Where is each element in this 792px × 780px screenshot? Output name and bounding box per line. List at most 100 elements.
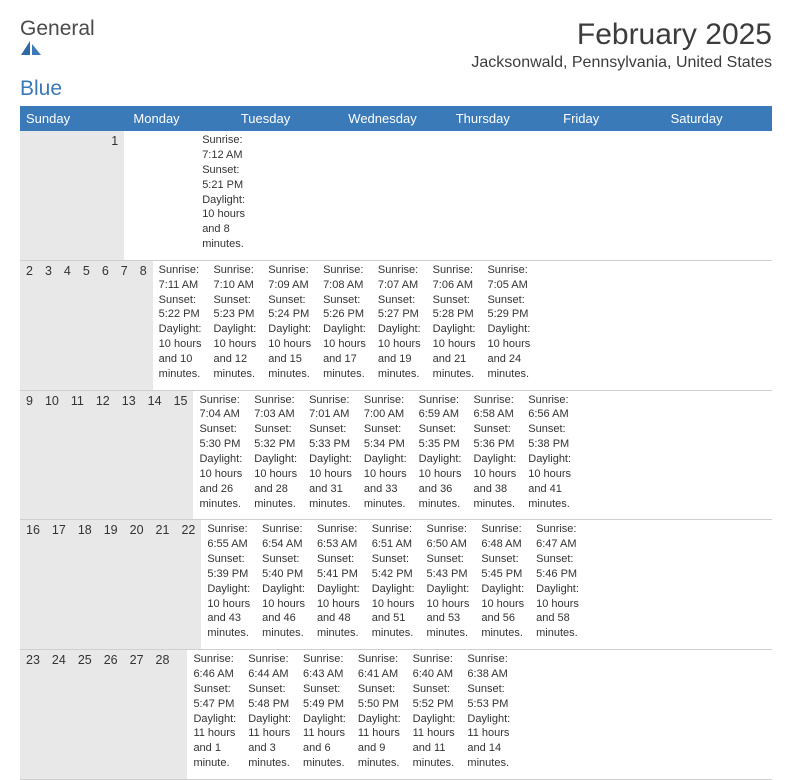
- day-body: [124, 131, 136, 260]
- day-line: Sunset: 5:47 PM: [193, 682, 236, 712]
- logo-word-1: General: [20, 17, 95, 40]
- week-row: 2345678Sunrise: 7:11 AMSunset: 5:22 PMDa…: [20, 261, 772, 391]
- day-line: Sunrise: 7:08 AM: [323, 263, 366, 293]
- day-line: Sunset: 5:43 PM: [427, 552, 470, 582]
- day-line: Daylight: 10 hours and 12 minutes.: [213, 322, 256, 381]
- day-line: Sunset: 5:29 PM: [487, 293, 530, 323]
- day-number: 10: [39, 391, 65, 520]
- body-strip: Sunrise: 7:04 AMSunset: 5:30 PMDaylight:…: [193, 391, 577, 520]
- day-number: 18: [72, 520, 98, 649]
- header: General Blue February 2025 Jacksonwald, …: [20, 18, 772, 100]
- weekday-label: Friday: [557, 106, 664, 131]
- day-number: 20: [124, 520, 150, 649]
- day-body: [184, 131, 196, 260]
- day-line: Daylight: 10 hours and 15 minutes.: [268, 322, 311, 381]
- day-line: Daylight: 10 hours and 43 minutes.: [207, 582, 250, 641]
- day-line: Daylight: 11 hours and 14 minutes.: [467, 712, 510, 771]
- weekday-label: Saturday: [665, 106, 772, 131]
- day-body: Sunrise: 7:12 AMSunset: 5:21 PMDaylight:…: [196, 131, 251, 260]
- day-body: Sunrise: 6:56 AMSunset: 5:38 PMDaylight:…: [522, 391, 577, 520]
- day-line: Sunset: 5:52 PM: [413, 682, 456, 712]
- day-line: Sunrise: 6:43 AM: [303, 652, 346, 682]
- day-number: 28: [150, 650, 176, 779]
- day-line: Sunrise: 6:38 AM: [467, 652, 510, 682]
- day-number: 15: [168, 391, 194, 520]
- day-body: Sunrise: 6:47 AMSunset: 5:46 PMDaylight:…: [530, 520, 585, 649]
- day-line: Sunset: 5:50 PM: [358, 682, 401, 712]
- day-line: Sunrise: 6:56 AM: [528, 393, 571, 423]
- day-body: Sunrise: 6:43 AMSunset: 5:49 PMDaylight:…: [297, 650, 352, 779]
- daynum-strip: 232425262728: [20, 650, 187, 779]
- day-line: Sunset: 5:23 PM: [213, 293, 256, 323]
- week-row: 9101112131415Sunrise: 7:04 AMSunset: 5:3…: [20, 391, 772, 521]
- day-body: Sunrise: 7:01 AMSunset: 5:33 PMDaylight:…: [303, 391, 358, 520]
- day-line: Sunrise: 7:09 AM: [268, 263, 311, 293]
- day-line: Daylight: 10 hours and 46 minutes.: [262, 582, 305, 641]
- day-line: Sunrise: 7:03 AM: [254, 393, 297, 423]
- day-body: Sunrise: 6:46 AMSunset: 5:47 PMDaylight:…: [187, 650, 242, 779]
- day-number: 3: [39, 261, 58, 390]
- day-line: Sunset: 5:33 PM: [309, 422, 352, 452]
- day-body: Sunrise: 7:07 AMSunset: 5:27 PMDaylight:…: [372, 261, 427, 390]
- day-line: Sunrise: 6:51 AM: [372, 522, 415, 552]
- day-line: Sunrise: 7:12 AM: [202, 133, 245, 163]
- day-line: Sunrise: 6:41 AM: [358, 652, 401, 682]
- day-line: Sunset: 5:26 PM: [323, 293, 366, 323]
- day-number: 27: [124, 650, 150, 779]
- day-number: 13: [116, 391, 142, 520]
- daynum-strip: 9101112131415: [20, 391, 193, 520]
- day-body: Sunrise: 7:05 AMSunset: 5:29 PMDaylight:…: [481, 261, 536, 390]
- logo-text: General Blue: [20, 18, 95, 100]
- day-body: Sunrise: 6:58 AMSunset: 5:36 PMDaylight:…: [467, 391, 522, 520]
- day-line: Sunset: 5:24 PM: [268, 293, 311, 323]
- day-number: 7: [115, 261, 134, 390]
- day-line: Sunset: 5:39 PM: [207, 552, 250, 582]
- day-line: Sunset: 5:40 PM: [262, 552, 305, 582]
- day-line: Daylight: 11 hours and 11 minutes.: [413, 712, 456, 771]
- day-body: Sunrise: 6:51 AMSunset: 5:42 PMDaylight:…: [366, 520, 421, 649]
- day-line: Sunrise: 6:44 AM: [248, 652, 291, 682]
- calendar: Sunday Monday Tuesday Wednesday Thursday…: [20, 106, 772, 780]
- day-line: Sunrise: 7:04 AM: [199, 393, 242, 423]
- day-body: Sunrise: 6:55 AMSunset: 5:39 PMDaylight:…: [201, 520, 256, 649]
- day-line: Sunset: 5:46 PM: [536, 552, 579, 582]
- week-row: 232425262728Sunrise: 6:46 AMSunset: 5:47…: [20, 650, 772, 780]
- body-strip: Sunrise: 6:46 AMSunset: 5:47 PMDaylight:…: [187, 650, 528, 779]
- body-strip: Sunrise: 6:55 AMSunset: 5:39 PMDaylight:…: [201, 520, 585, 649]
- weeks-container: 1Sunrise: 7:12 AMSunset: 5:21 PMDaylight…: [20, 131, 772, 780]
- day-body: Sunrise: 6:38 AMSunset: 5:53 PMDaylight:…: [461, 650, 516, 779]
- day-line: Sunset: 5:38 PM: [528, 422, 571, 452]
- day-number: 5: [77, 261, 96, 390]
- day-line: Sunrise: 6:59 AM: [419, 393, 462, 423]
- day-number: [77, 131, 91, 260]
- day-body: [516, 650, 528, 779]
- day-number: [34, 131, 48, 260]
- day-line: Sunrise: 6:54 AM: [262, 522, 305, 552]
- day-body: Sunrise: 6:59 AMSunset: 5:35 PMDaylight:…: [413, 391, 468, 520]
- day-line: Sunrise: 6:47 AM: [536, 522, 579, 552]
- body-strip: Sunrise: 7:12 AMSunset: 5:21 PMDaylight:…: [124, 131, 251, 260]
- day-number: 14: [142, 391, 168, 520]
- day-line: Sunset: 5:22 PM: [159, 293, 202, 323]
- day-line: Sunrise: 7:07 AM: [378, 263, 421, 293]
- day-line: Daylight: 10 hours and 17 minutes.: [323, 322, 366, 381]
- day-line: Daylight: 11 hours and 9 minutes.: [358, 712, 401, 771]
- month-title: February 2025: [471, 18, 772, 52]
- day-line: Sunset: 5:45 PM: [481, 552, 524, 582]
- logo-word-2: Blue: [20, 77, 62, 100]
- day-number: 4: [58, 261, 77, 390]
- day-number: [91, 131, 105, 260]
- day-line: Sunset: 5:53 PM: [467, 682, 510, 712]
- day-line: Sunrise: 6:53 AM: [317, 522, 360, 552]
- daynum-strip: 2345678: [20, 261, 153, 390]
- day-line: Daylight: 10 hours and 33 minutes.: [364, 452, 407, 511]
- weekday-label: Wednesday: [342, 106, 449, 131]
- day-line: Sunset: 5:21 PM: [202, 163, 245, 193]
- day-line: Daylight: 11 hours and 3 minutes.: [248, 712, 291, 771]
- day-line: Sunrise: 6:55 AM: [207, 522, 250, 552]
- day-line: Daylight: 10 hours and 41 minutes.: [528, 452, 571, 511]
- week-row: 16171819202122Sunrise: 6:55 AMSunset: 5:…: [20, 520, 772, 650]
- day-line: Sunset: 5:48 PM: [248, 682, 291, 712]
- day-body: [148, 131, 160, 260]
- day-body: [160, 131, 172, 260]
